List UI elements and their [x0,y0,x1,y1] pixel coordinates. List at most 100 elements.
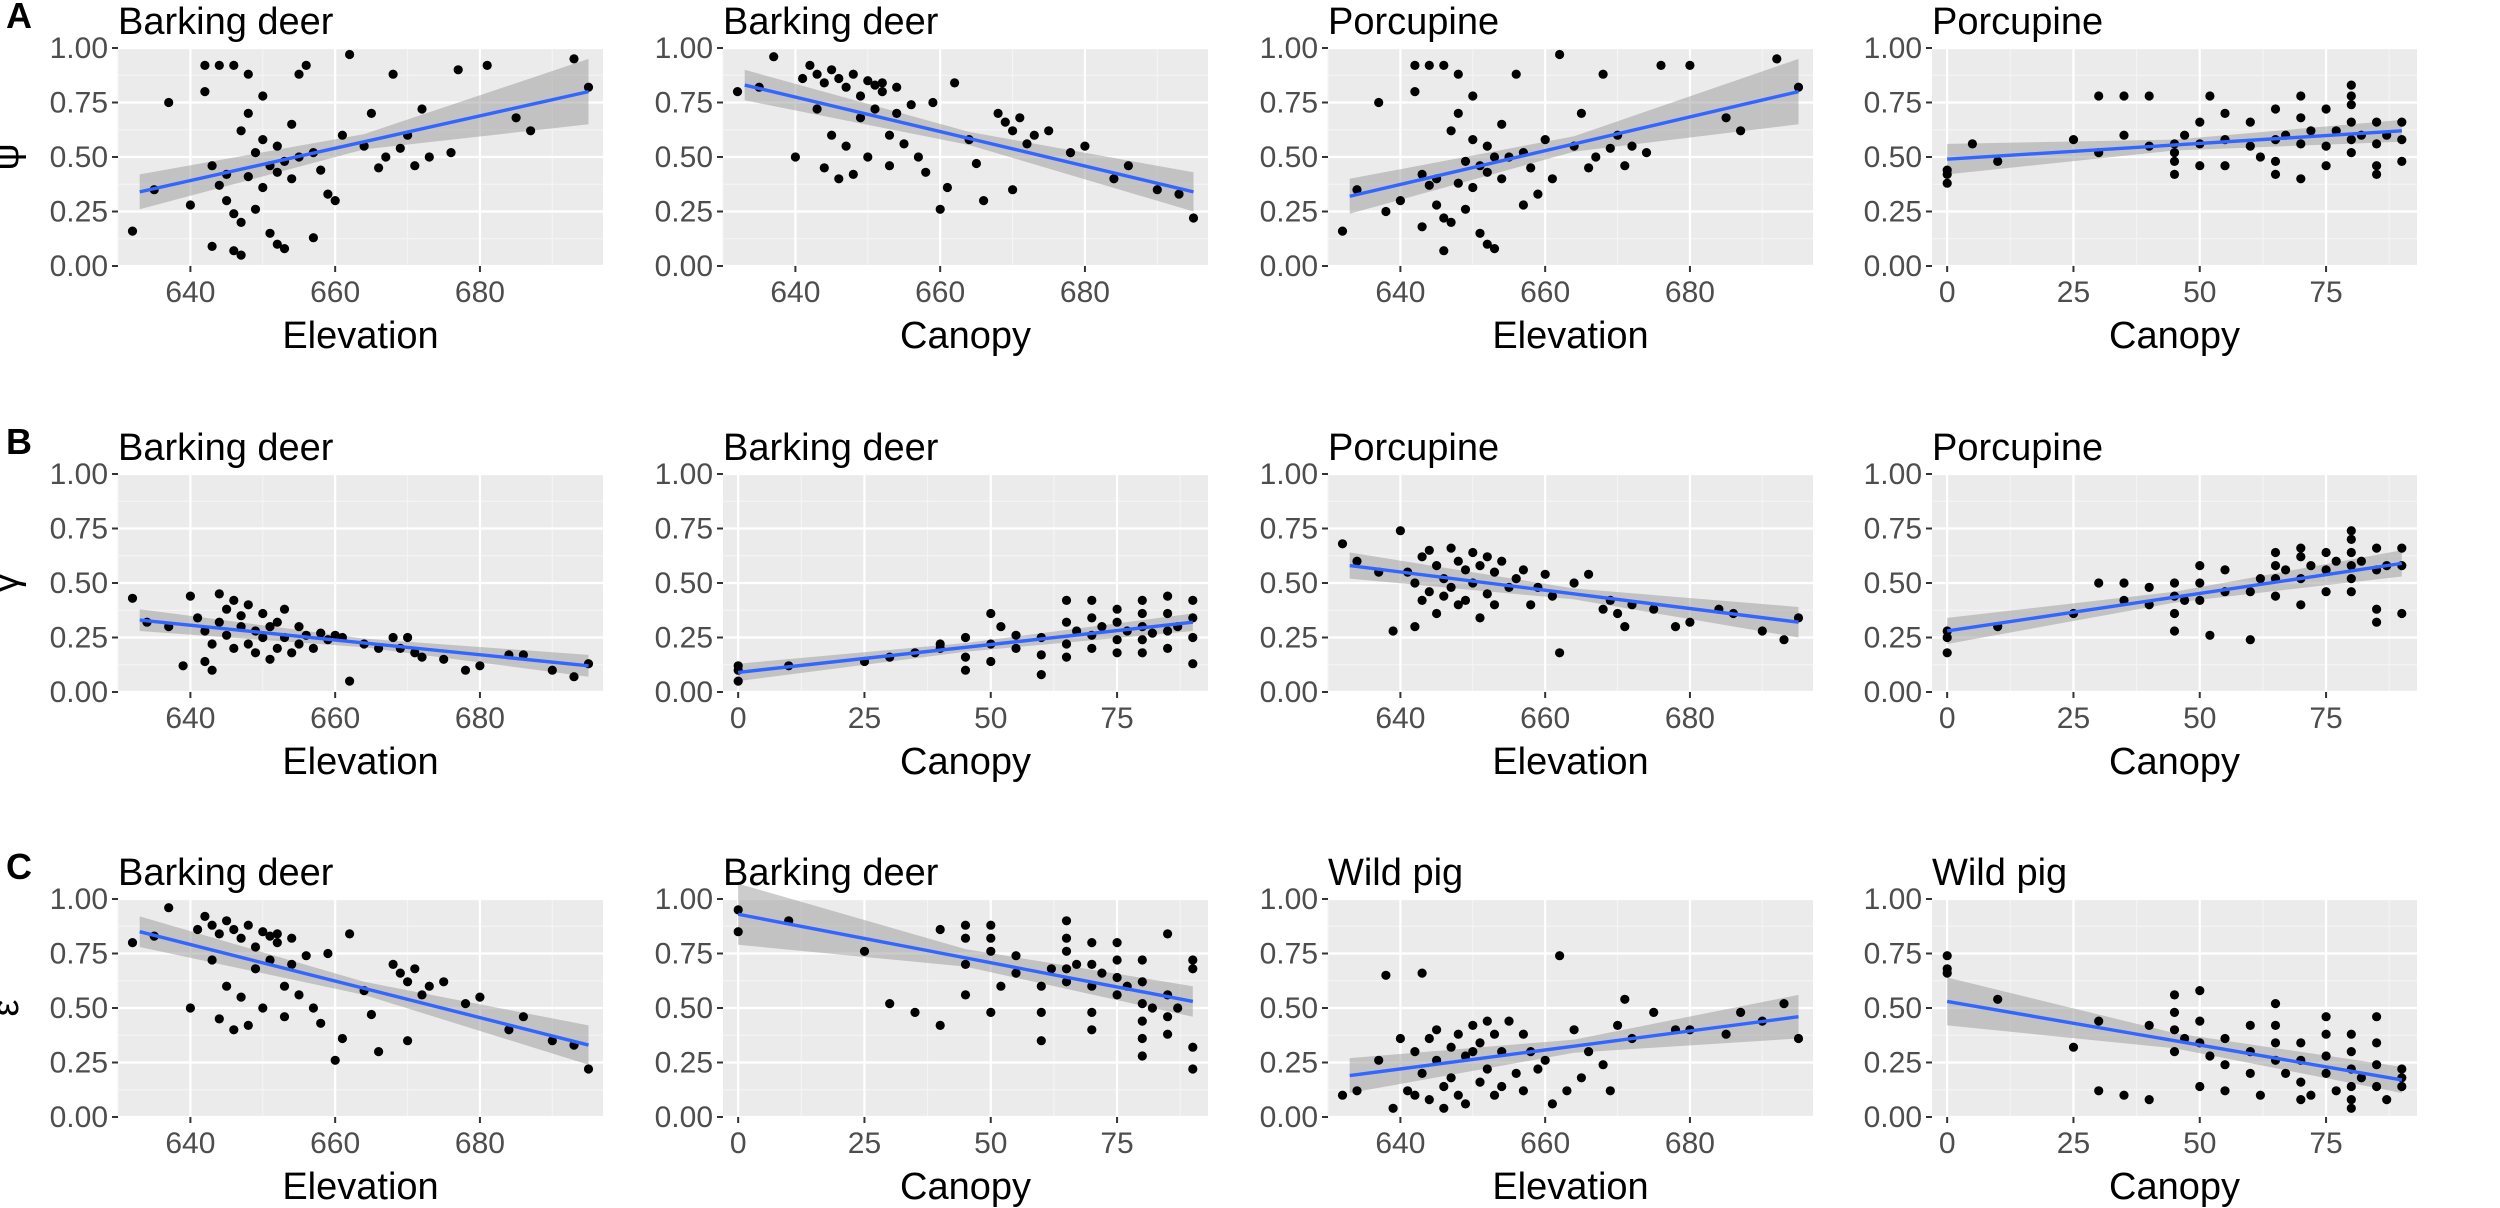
data-point [2195,561,2205,571]
data-point [164,903,174,913]
y-tick-label: 0.75 [50,87,108,120]
data-point [1453,108,1463,118]
data-point [1518,565,1528,575]
data-point [193,924,203,935]
y-tick-label: 0.25 [655,622,713,655]
data-point [1087,938,1097,948]
data-point [410,964,420,974]
trend-line [1349,89,1799,198]
data-point [1576,108,1586,118]
data-point [1011,630,1021,640]
y-tick-label: 1.00 [1864,32,1922,65]
data-point [1584,569,1594,579]
x-axis-title: Canopy [900,315,1031,357]
data-point [1482,1016,1492,1026]
y-tick-label: 1.00 [1260,883,1318,916]
data-point [986,608,996,619]
data-point [2306,126,2316,136]
data-point [366,1009,376,1020]
data-point [2356,1073,2366,1083]
data-point [2195,1016,2205,1026]
y-tick-label: 0.25 [1260,622,1318,655]
data-point [1011,951,1021,961]
data-point [935,639,945,649]
y-tick-label: 0.50 [1864,992,1922,1025]
data-point [986,933,996,943]
data-point [2205,630,2215,640]
data-point [504,1025,514,1035]
data-point [1188,1064,1198,1074]
data-point [214,60,224,70]
data-point [1424,1095,1434,1105]
data-point [2372,617,2382,627]
data-point [1432,1025,1442,1035]
data-point [2119,91,2129,101]
data-point [2372,1012,2382,1022]
x-tick-label: 0 [1939,276,1956,309]
data-point [1011,968,1021,978]
data-point [834,73,844,84]
panel-title: Barking deer [723,852,939,894]
data-point [1374,1055,1384,1065]
confidence-ribbon [139,58,589,210]
data-point [1087,1007,1097,1018]
data-point [1432,200,1442,210]
data-point [2169,148,2180,158]
data-point [2169,626,2180,636]
data-point [960,933,971,943]
panel-c1: 0.00 0.25 0.50 0.75 1.00 640 660 680 Barking dee… [0,846,603,1208]
data-point [2270,591,2281,601]
data-point [1540,135,1550,145]
trend-line [139,89,589,194]
trend-line [1946,561,2403,633]
trend-line [1349,563,1799,624]
panel-title: Wild pig [1932,852,2067,894]
data-point [214,617,224,627]
data-point [1993,156,2003,166]
data-point [185,1003,195,1013]
data-point [1163,643,1173,654]
data-point [1489,1090,1500,1100]
x-tick-label: 0 [1939,1127,1956,1160]
data-point [2397,117,2407,127]
data-point [1417,222,1427,232]
x-tick-label: 25 [2057,276,2090,309]
data-point [1188,613,1198,623]
data-point [2180,130,2190,140]
data-point [207,955,217,965]
data-point [733,676,743,686]
confidence-ribbon [1349,58,1799,214]
data-point [1584,1047,1594,1057]
data-point [1460,204,1471,214]
data-point [2119,578,2129,588]
data-point [986,656,996,667]
data-point [870,104,880,114]
data-point [1620,622,1630,632]
data-point [1468,182,1478,193]
data-point [2068,1042,2079,1052]
data-point [279,981,290,991]
data-point [1080,141,1090,151]
data-point [1188,964,1198,974]
data-point [207,161,217,171]
data-point [214,1014,224,1024]
data-point [2372,1081,2382,1092]
data-point [2195,161,2205,171]
data-point [2372,543,2382,553]
data-point [906,100,916,110]
data-point [1439,591,1449,601]
data-point [2397,608,2407,619]
y-tick-label: 0.25 [1864,196,1922,229]
data-point [1446,126,1456,136]
data-point [1569,578,1579,588]
data-point [1482,167,1492,177]
y-axis-title: ψ [0,143,27,170]
data-point [855,91,866,101]
x-axis-title: Elevation [1492,315,1648,357]
data-point [1188,1042,1198,1052]
data-point [250,964,261,974]
data-point [2094,1086,2104,1096]
data-point [345,49,355,60]
data-point [2346,91,2356,101]
data-point [316,1018,326,1028]
